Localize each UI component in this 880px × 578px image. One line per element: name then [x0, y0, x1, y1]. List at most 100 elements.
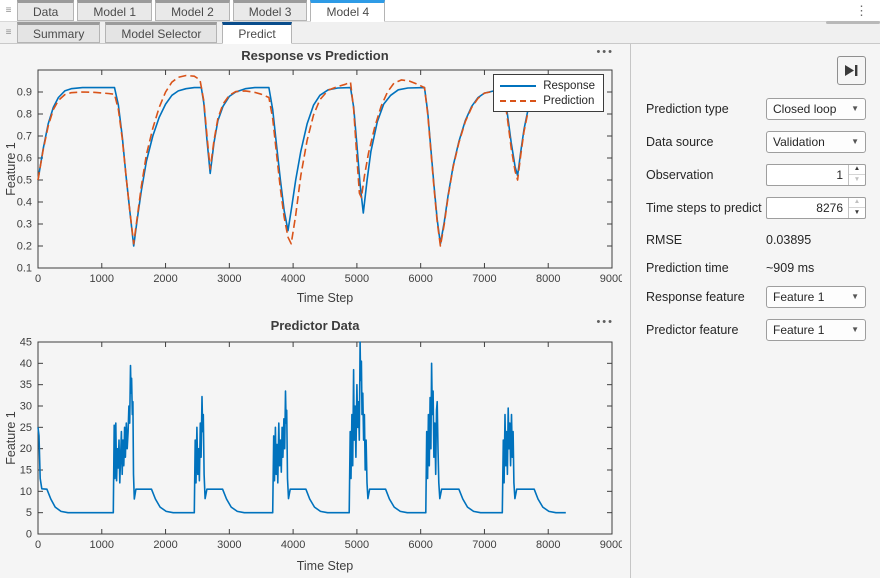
svg-text:0.8: 0.8 [17, 109, 32, 121]
legend-entry-prediction: Prediction [500, 93, 595, 108]
svg-text:7000: 7000 [472, 539, 496, 551]
model-tab-strip: ≡ Summary Model Selector Predict [0, 22, 880, 44]
field-time-steps: Time steps to predict 8276 ▲ ▼ [646, 196, 866, 219]
svg-text:0.1: 0.1 [17, 263, 32, 275]
observation-stepper[interactable]: 1 ▲ ▼ [766, 163, 866, 186]
svg-text:8000: 8000 [536, 539, 560, 551]
field-response-feature: Response feature Feature 1 ▼ [646, 285, 866, 308]
chart-options-icon[interactable]: ••• [596, 316, 614, 328]
svg-text:0.5: 0.5 [17, 175, 32, 187]
tab-strip-grip-icon[interactable]: ≡ [5, 5, 12, 16]
svg-text:7000: 7000 [472, 273, 496, 285]
svg-text:10: 10 [20, 486, 32, 498]
field-prediction-time: Prediction time ~909 ms [646, 257, 866, 278]
svg-text:5: 5 [26, 507, 32, 519]
subtab-strip-grip-icon[interactable]: ≡ [5, 27, 12, 38]
svg-text:9000: 9000 [600, 539, 622, 551]
chart-title: Predictor Data [270, 318, 360, 333]
svg-text:1000: 1000 [90, 273, 114, 285]
time-steps-stepper[interactable]: 8276 ▲ ▼ [766, 196, 866, 219]
svg-text:4000: 4000 [281, 539, 305, 551]
tab-summary[interactable]: Summary [17, 22, 101, 43]
prediction-line-sample [500, 99, 537, 102]
spinner-down-icon[interactable]: ▼ [853, 208, 861, 216]
svg-text:0: 0 [35, 539, 41, 551]
chevron-down-icon: ▼ [851, 292, 859, 301]
field-data-source: Data source Validation ▼ [646, 130, 866, 153]
svg-text:5000: 5000 [345, 539, 369, 551]
svg-text:45: 45 [20, 337, 32, 349]
response-vs-prediction-chart: Response vs Prediction ••• 0 1000 2000 3000… [4, 46, 626, 312]
field-prediction-type: Prediction type Closed loop ▼ [646, 97, 866, 120]
chevron-down-icon: ▼ [851, 325, 859, 334]
legend-entry-response: Response [500, 78, 595, 93]
document-tab-strip: ≡ Data Model 1 Model 2 Model 3 Model 4 ⋮ [0, 0, 880, 22]
svg-text:3000: 3000 [217, 273, 241, 285]
predictor-data-chart: Predictor Data ••• 0 1000 2000 3000 4000 5000… [4, 316, 626, 578]
tab-strip-scrollbar[interactable] [826, 21, 880, 24]
svg-text:30: 30 [20, 401, 32, 413]
response-line-sample [500, 84, 537, 87]
tab-predict[interactable]: Predict [222, 22, 292, 44]
svg-text:0.6: 0.6 [17, 153, 32, 165]
tab-model-4[interactable]: Model 4 [310, 0, 386, 22]
data-source-select[interactable]: Validation ▼ [766, 130, 866, 153]
svg-text:0.4: 0.4 [17, 197, 32, 209]
svg-text:0: 0 [35, 273, 41, 285]
svg-text:Feature 1: Feature 1 [4, 142, 18, 196]
response-vs-prediction-plot[interactable]: 0 1000 2000 3000 4000 5000 6000 7000 8000 9000 0.1… [4, 64, 624, 310]
rmse-value: 0.03895 [766, 232, 812, 247]
svg-text:8000: 8000 [536, 273, 560, 285]
svg-text:15: 15 [20, 465, 32, 477]
svg-text:2000: 2000 [153, 539, 177, 551]
spinner-up-icon[interactable]: ▲ [849, 198, 865, 208]
run-prediction-button[interactable] [837, 56, 866, 85]
predictor-data-plot[interactable]: 0 1000 2000 3000 4000 5000 6000 7000 8000 9000 0 5 1… [4, 334, 624, 578]
spinner-down-icon[interactable]: ▼ [853, 175, 861, 183]
svg-text:0.2: 0.2 [17, 241, 32, 253]
svg-text:25: 25 [20, 422, 32, 434]
chart-legend: Response Prediction [493, 74, 604, 112]
svg-text:9000: 9000 [600, 273, 622, 285]
tab-model-1[interactable]: Model 1 [77, 0, 153, 21]
svg-text:1000: 1000 [90, 539, 114, 551]
tab-model-3[interactable]: Model 3 [232, 0, 308, 21]
svg-text:35: 35 [20, 379, 32, 391]
svg-text:6000: 6000 [408, 539, 432, 551]
tab-model-2[interactable]: Model 2 [155, 0, 230, 21]
chart-title: Response vs Prediction [241, 48, 389, 63]
svg-text:0.7: 0.7 [17, 131, 32, 143]
chart-options-icon[interactable]: ••• [596, 46, 614, 58]
predictor-feature-select[interactable]: Feature 1 ▼ [766, 318, 866, 341]
prediction-type-select[interactable]: Closed loop ▼ [766, 97, 866, 120]
svg-text:40: 40 [20, 358, 32, 370]
field-observation: Observation 1 ▲ ▼ [646, 163, 866, 186]
svg-text:0.3: 0.3 [17, 219, 32, 231]
svg-text:Time Step: Time Step [297, 559, 354, 573]
chevron-down-icon: ▼ [851, 104, 859, 113]
predict-settings-panel: Prediction type Closed loop ▼ Data sourc… [632, 44, 880, 578]
tab-data[interactable]: Data [17, 0, 75, 21]
svg-text:6000: 6000 [408, 273, 432, 285]
tab-model-selector[interactable]: Model Selector [105, 22, 218, 43]
response-feature-select[interactable]: Feature 1 ▼ [766, 285, 866, 308]
svg-text:0: 0 [26, 529, 32, 541]
svg-text:Time Step: Time Step [297, 291, 354, 305]
svg-text:5000: 5000 [345, 273, 369, 285]
spinner-up-icon[interactable]: ▲ [849, 165, 865, 175]
run-to-end-icon [845, 65, 858, 76]
chevron-down-icon: ▼ [851, 137, 859, 146]
svg-text:20: 20 [20, 443, 32, 455]
field-rmse: RMSE 0.03895 [646, 229, 866, 250]
field-predictor-feature: Predictor feature Feature 1 ▼ [646, 318, 866, 341]
svg-text:Feature 1: Feature 1 [4, 411, 18, 465]
prediction-time-value: ~909 ms [766, 260, 815, 275]
svg-text:2000: 2000 [153, 273, 177, 285]
svg-text:3000: 3000 [217, 539, 241, 551]
main-area: Response vs Prediction ••• 0 1000 2000 3000… [0, 44, 880, 578]
svg-text:4000: 4000 [281, 273, 305, 285]
svg-text:0.9: 0.9 [17, 87, 32, 99]
charts-column: Response vs Prediction ••• 0 1000 2000 3000… [0, 44, 631, 578]
overflow-menu-icon[interactable]: ⋮ [855, 3, 868, 18]
